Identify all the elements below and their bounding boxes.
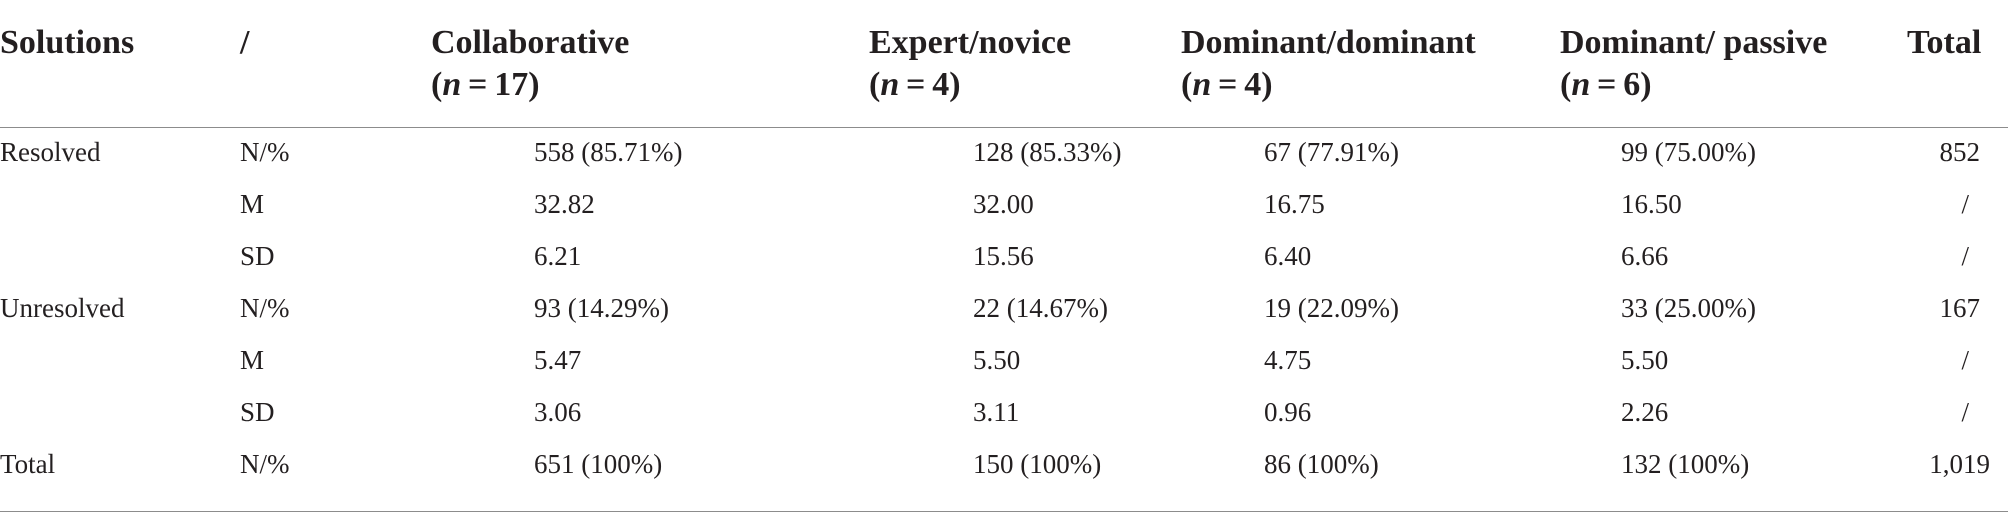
header-collaborative-n: (n = 17): [431, 64, 629, 106]
sample-size-symbol: n: [1192, 66, 1212, 103]
row-collaborative-cell: 3.06: [534, 397, 582, 427]
header-dominant-dominant-n: (n = 4): [1181, 64, 1476, 106]
row-dominant-passive-cell: 16.50: [1621, 189, 1682, 219]
row-dominant-passive-cell: 132 (100%): [1621, 449, 1750, 479]
row-expert-novice-cell: 15.56: [973, 241, 1034, 271]
sample-size-symbol: n: [880, 66, 900, 103]
header-dominant-passive-label: Dominant/ passive: [1560, 24, 1828, 61]
row-expert-novice-cell: 150 (100%): [973, 449, 1102, 479]
row-dominant-dominant-cell: 19 (22.09%): [1264, 293, 1399, 323]
table-bottom-rule: [0, 511, 2008, 512]
row-solution-cell: Resolved: [0, 137, 101, 167]
row-stat-cell: N/%: [240, 137, 290, 167]
row-solution-cell: Unresolved: [0, 293, 125, 323]
row-collaborative-cell: 6.21: [534, 241, 582, 271]
row-stat-cell: SD: [240, 397, 275, 427]
row-collaborative-cell: 5.47: [534, 345, 582, 375]
header-solutions-label: Solutions: [0, 24, 135, 61]
row-dominant-dominant-cell: 67 (77.91%): [1264, 137, 1399, 167]
row-expert-novice-cell: 5.50: [973, 345, 1021, 375]
row-dominant-dominant-cell: 16.75: [1264, 189, 1325, 219]
header-dominant-dominant-n-text: (n = 4): [1181, 66, 1273, 103]
header-expert-novice: Expert/novice (n = 4): [869, 22, 1071, 106]
row-dominant-dominant-cell: 6.40: [1264, 241, 1312, 271]
row-expert-novice-cell: 22 (14.67%): [973, 293, 1108, 323]
header-total-label: Total: [1907, 24, 1982, 61]
row-dominant-passive-cell: 2.26: [1621, 397, 1669, 427]
row-dominant-dominant-cell: 0.96: [1264, 397, 1312, 427]
sample-size-symbol: n: [1571, 66, 1591, 103]
row-total-cell: 1,019: [1929, 449, 1990, 479]
row-solution-cell: Total: [0, 449, 56, 479]
header-dominant-passive-n-text: (n = 6): [1560, 66, 1652, 103]
row-dominant-dominant-cell: 4.75: [1264, 345, 1312, 375]
header-dominant-dominant: Dominant/dominant (n = 4): [1181, 22, 1476, 106]
header-slash: /: [240, 22, 249, 64]
row-stat-cell: N/%: [240, 293, 290, 323]
row-stat-cell: M: [240, 345, 265, 375]
header-dominant-passive-n: (n = 6): [1560, 64, 1827, 106]
row-collaborative-cell: 651 (100%): [534, 449, 663, 479]
row-total-cell: 852: [1939, 137, 1981, 167]
row-stat-cell: SD: [240, 241, 275, 271]
sample-size-symbol: n: [442, 66, 462, 103]
header-total: Total: [1907, 22, 1981, 64]
header-dominant-passive: Dominant/ passive (n = 6): [1560, 22, 1827, 106]
row-stat-cell: N/%: [240, 449, 290, 479]
row-dominant-passive-cell: 33 (25.00%): [1621, 293, 1756, 323]
row-expert-novice-cell: 3.11: [973, 397, 1020, 427]
header-slash-label: /: [240, 24, 250, 61]
row-stat-cell: M: [240, 189, 265, 219]
header-dominant-dominant-label: Dominant/dominant: [1181, 24, 1476, 61]
row-collaborative-cell: 93 (14.29%): [534, 293, 669, 323]
row-total-cell: /: [1961, 241, 1969, 271]
row-dominant-passive-cell: 5.50: [1621, 345, 1669, 375]
header-expert-novice-n: (n = 4): [869, 64, 1071, 106]
row-expert-novice-cell: 32.00: [973, 189, 1034, 219]
header-collaborative-n-text: (n = 17): [431, 66, 540, 103]
row-total-cell: /: [1961, 189, 1969, 219]
row-dominant-passive-cell: 6.66: [1621, 241, 1669, 271]
row-total-cell: 167: [1939, 293, 1981, 323]
header-solutions: Solutions: [0, 22, 134, 64]
row-dominant-dominant-cell: 86 (100%): [1264, 449, 1379, 479]
row-expert-novice-cell: 128 (85.33%): [973, 137, 1122, 167]
header-collaborative: Collaborative (n = 17): [431, 22, 629, 106]
row-collaborative-cell: 32.82: [534, 189, 595, 219]
row-total-cell: /: [1961, 397, 1969, 427]
row-collaborative-cell: 558 (85.71%): [534, 137, 683, 167]
row-dominant-passive-cell: 99 (75.00%): [1621, 137, 1756, 167]
header-expert-novice-n-text: (n = 4): [869, 66, 961, 103]
header-collaborative-label: Collaborative: [431, 24, 630, 61]
header-expert-novice-label: Expert/novice: [869, 24, 1072, 61]
header-divider: [0, 127, 2008, 128]
row-total-cell: /: [1961, 345, 1969, 375]
